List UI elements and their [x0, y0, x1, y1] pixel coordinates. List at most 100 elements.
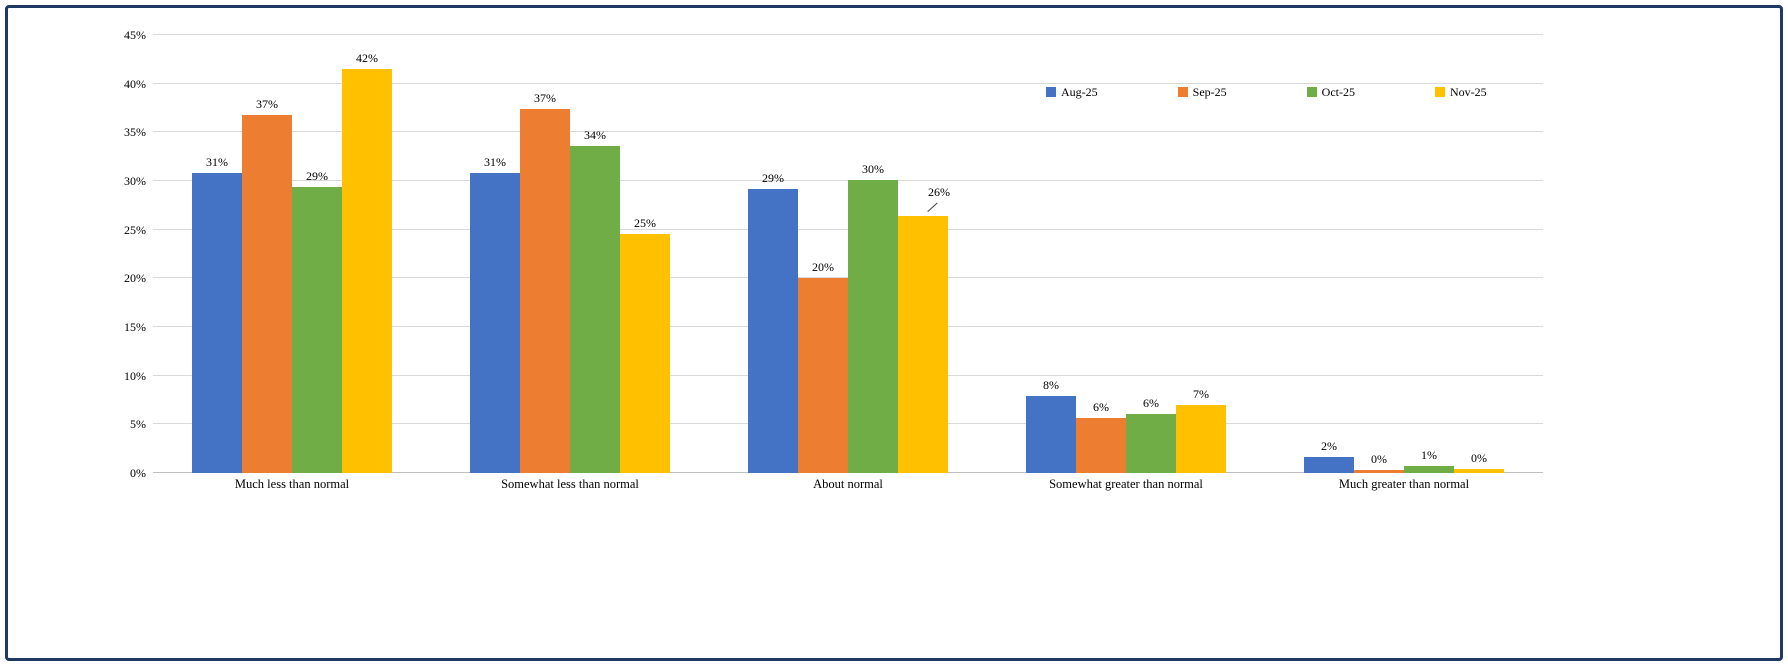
bar-slot: 42%	[342, 35, 392, 473]
bar-value-label: 26%	[928, 185, 950, 200]
bar-slot: 0%	[1354, 35, 1404, 473]
bar-value-label: 1%	[1421, 448, 1437, 463]
bar-value-label: 34%	[584, 127, 606, 142]
bar-value-label: 2%	[1321, 439, 1337, 454]
bar-value-label: 7%	[1193, 386, 1209, 401]
legend: Aug-25 Sep-25 Oct-25 Nov-25	[1046, 85, 1487, 99]
y-tick-label: 5%	[130, 417, 146, 432]
bar-slot: 30%	[848, 35, 898, 473]
bar-slot: 2%	[1304, 35, 1354, 473]
bar-value-label: 30%	[862, 162, 884, 177]
bar-value-label: 42%	[356, 51, 378, 66]
bar-aug-25	[1026, 396, 1076, 473]
bar-sep-25	[520, 108, 570, 473]
bar-value-label: 20%	[812, 260, 834, 275]
bar-value-label: 25%	[634, 215, 656, 230]
bar-group: 31% 37% 29% 42%	[153, 35, 431, 473]
bar-oct-25	[1126, 413, 1176, 473]
legend-item: Sep-25	[1177, 85, 1227, 99]
bar-slot: 6%	[1126, 35, 1176, 473]
bar-value-label: 31%	[484, 155, 506, 170]
legend-label: Sep-25	[1192, 85, 1227, 99]
x-axis-labels: Much less than normal Somewhat less than …	[153, 477, 1543, 492]
gridline	[153, 82, 1543, 84]
bar-slot: 6%	[1076, 35, 1126, 473]
legend-label: Nov-25	[1450, 85, 1487, 99]
bar-nov-25	[342, 69, 392, 473]
legend-marker	[1046, 87, 1056, 97]
bar-nov-25	[1176, 404, 1226, 473]
y-tick-label: 40%	[124, 76, 146, 91]
bar-sep-25	[1076, 417, 1126, 473]
bar-slot: 34%	[570, 35, 620, 473]
bar-slot: 8%	[1026, 35, 1076, 473]
bar-slot: 1%	[1404, 35, 1454, 473]
bar-slot: 26%	[898, 35, 950, 473]
bar-group: 31% 37% 34% 25%	[431, 35, 709, 473]
bar-value-label: 37%	[534, 90, 556, 105]
category-label: Somewhat greater than normal	[1049, 477, 1203, 491]
bar-sep-25	[798, 278, 848, 473]
bar-value-label: 6%	[1143, 395, 1159, 410]
bar-sep-25	[242, 114, 292, 473]
bar-nov-25	[898, 216, 948, 473]
legend-item: Oct-25	[1306, 85, 1355, 99]
bar-slot: 31%	[470, 35, 520, 473]
bar-oct-25	[570, 145, 620, 473]
bar-value-label: 31%	[206, 155, 228, 170]
legend-label: Oct-25	[1321, 85, 1355, 99]
bar-nov-25	[1454, 469, 1504, 473]
bar-value-label: 37%	[256, 96, 278, 111]
bar-slot: 29%	[748, 35, 798, 473]
legend-label: Aug-25	[1061, 85, 1098, 99]
y-axis: 0% 5% 10% 15% 20% 25% 30% 35% 40% 45%	[8, 28, 146, 480]
bar-nov-25	[620, 233, 670, 473]
bar-groups: 31% 37% 29% 42% 31% 37% 34% 25% 29% 20% 30% 26% 8% 6%…	[153, 35, 1543, 473]
bar-value-label: 29%	[306, 168, 328, 183]
bar-slot: 31%	[192, 35, 242, 473]
y-tick-label: 20%	[124, 271, 146, 286]
bar-oct-25	[1404, 466, 1454, 473]
category-label: Much greater than normal	[1338, 477, 1470, 491]
y-tick-label: 10%	[124, 368, 146, 383]
bar-aug-25	[748, 188, 798, 473]
y-tick-label: 15%	[124, 320, 146, 334]
bar-value-label: 29%	[762, 170, 784, 185]
legend-item: Nov-25	[1435, 85, 1487, 99]
bar-aug-25	[192, 173, 242, 473]
bar-slot: 20%	[798, 35, 848, 473]
bar-oct-25	[292, 186, 342, 473]
y-tick-label: 25%	[124, 222, 146, 237]
bar-slot: 37%	[242, 35, 292, 473]
y-tick-label: 45%	[124, 28, 146, 42]
category-label: About normal	[813, 477, 883, 491]
legend-marker	[1177, 87, 1188, 97]
bar-slot: 37%	[520, 35, 570, 473]
legend-marker	[1306, 87, 1317, 97]
bar-value-label: 8%	[1043, 378, 1059, 393]
y-tick-label: 0%	[130, 466, 146, 480]
bar-slot: 0%	[1454, 35, 1504, 473]
bar-value-label: 6%	[1093, 399, 1109, 414]
label-leader-line	[927, 202, 938, 213]
y-tick-label: 30%	[124, 174, 146, 188]
bar-group: 29% 20% 30% 26%	[709, 35, 987, 473]
chart-frame: 0% 5% 10% 15% 20% 25% 30% 35% 40% 45% 31% 37% 29% 42…	[5, 5, 1783, 661]
category-label: Much less than normal	[234, 477, 350, 491]
bar-value-label: 0%	[1471, 451, 1487, 466]
legend-marker	[1435, 87, 1445, 97]
bar-sep-25	[1354, 470, 1404, 473]
bar-slot: 7%	[1176, 35, 1226, 473]
bar-slot: 25%	[620, 35, 670, 473]
bar-aug-25	[470, 173, 520, 473]
bar-group: 8% 6% 6% 7%	[987, 35, 1265, 473]
gridline	[153, 131, 1543, 133]
bar-value-label: 0%	[1371, 452, 1387, 467]
bar-slot: 29%	[292, 35, 342, 473]
bar-group: 2% 0% 1% 0%	[1265, 35, 1543, 473]
gridline	[153, 34, 1543, 35]
category-label: Somewhat less than normal	[501, 477, 639, 491]
y-tick-label: 35%	[124, 125, 146, 140]
bar-aug-25	[1304, 457, 1354, 473]
legend-item: Aug-25	[1046, 85, 1098, 99]
